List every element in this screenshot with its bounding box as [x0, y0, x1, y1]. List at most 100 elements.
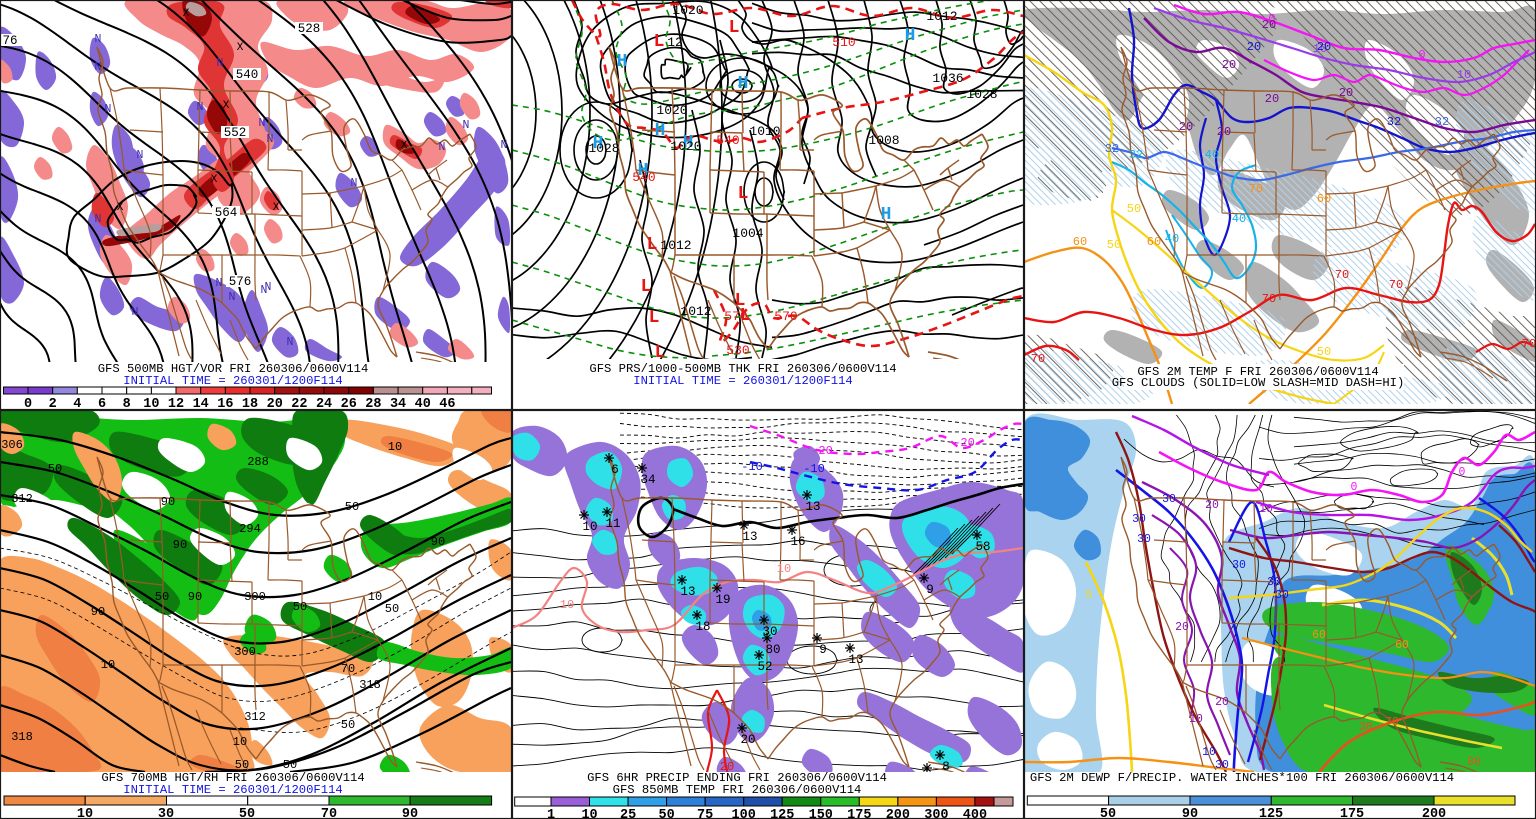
svg-text:H: H — [683, 133, 694, 153]
svg-text:13: 13 — [742, 530, 757, 544]
svg-text:18: 18 — [695, 620, 710, 634]
svg-text:1012: 1012 — [680, 304, 711, 319]
svg-text:N: N — [351, 177, 358, 190]
svg-text:10: 10 — [1202, 746, 1216, 759]
svg-text:30: 30 — [1132, 513, 1146, 526]
svg-text:40: 40 — [1165, 232, 1179, 246]
svg-text:N: N — [95, 213, 102, 226]
svg-text:H: H — [881, 205, 892, 225]
svg-text:32: 32 — [1129, 148, 1143, 162]
svg-text:10: 10 — [1189, 713, 1203, 726]
svg-text:0: 0 — [1351, 481, 1358, 494]
svg-text:70: 70 — [1522, 337, 1536, 351]
svg-text:L: L — [738, 184, 749, 204]
svg-text:90: 90 — [431, 535, 445, 549]
svg-text:N: N — [95, 61, 102, 74]
svg-text:0: 0 — [24, 397, 32, 410]
svg-text:12: 12 — [667, 35, 683, 50]
svg-text:90: 90 — [91, 605, 105, 619]
svg-text:16: 16 — [790, 535, 805, 549]
svg-text:100: 100 — [732, 808, 756, 819]
svg-text:540: 540 — [632, 170, 655, 185]
svg-text:75: 75 — [697, 808, 713, 819]
svg-text:50: 50 — [385, 602, 399, 616]
svg-text:30: 30 — [762, 625, 777, 639]
svg-text:20: 20 — [1217, 125, 1231, 139]
svg-text:N: N — [267, 133, 274, 146]
svg-text:60: 60 — [1312, 629, 1326, 642]
svg-text:X: X — [223, 100, 230, 112]
svg-text:N: N — [265, 281, 272, 294]
svg-text:9: 9 — [819, 643, 827, 657]
svg-text:14: 14 — [193, 397, 209, 410]
svg-text:10: 10 — [1457, 68, 1471, 82]
svg-text:20: 20 — [1247, 40, 1261, 54]
svg-text:GFS 500MB HGT/VOR FRI 260306/0: GFS 500MB HGT/VOR FRI 260306/0600V114 — [98, 362, 369, 376]
svg-text:90: 90 — [188, 590, 202, 604]
svg-text:2: 2 — [49, 397, 57, 410]
svg-text:552: 552 — [224, 126, 247, 140]
svg-text:28: 28 — [365, 397, 381, 410]
svg-text:INITIAL TIME = 260301/1200F114: INITIAL TIME = 260301/1200F114 — [123, 783, 342, 797]
svg-text:0: 0 — [1459, 466, 1466, 479]
svg-text:50: 50 — [1100, 807, 1116, 819]
svg-text:X: X — [183, 8, 190, 20]
svg-text:L: L — [647, 235, 658, 255]
svg-text:125: 125 — [770, 808, 794, 819]
svg-text:13: 13 — [680, 585, 695, 599]
svg-text:50: 50 — [1107, 238, 1121, 252]
svg-text:20: 20 — [1222, 58, 1236, 72]
svg-text:13: 13 — [848, 653, 863, 667]
svg-text:10: 10 — [143, 397, 159, 410]
svg-text:60: 60 — [1395, 639, 1409, 652]
svg-text:-10: -10 — [741, 460, 763, 474]
svg-text:30: 30 — [1359, 721, 1373, 734]
svg-text:13: 13 — [805, 500, 820, 514]
svg-text:70: 70 — [321, 807, 337, 819]
svg-text:20: 20 — [1317, 40, 1331, 54]
svg-text:50: 50 — [345, 500, 359, 514]
svg-text:70: 70 — [1385, 716, 1399, 729]
svg-text:175: 175 — [1340, 807, 1364, 819]
svg-text:540: 540 — [236, 68, 259, 82]
svg-text:GFS PRS/1000-500MB THK FRI 260: GFS PRS/1000-500MB THK FRI 260306/0600V1… — [589, 362, 896, 376]
svg-text:530: 530 — [726, 343, 749, 358]
svg-text:70: 70 — [1262, 292, 1276, 306]
svg-text:294: 294 — [239, 522, 261, 536]
svg-text:8: 8 — [123, 397, 131, 410]
svg-text:1012: 1012 — [660, 238, 691, 253]
svg-text:70: 70 — [1335, 268, 1349, 282]
svg-text:30: 30 — [1162, 493, 1176, 506]
svg-text:90: 90 — [161, 495, 175, 509]
svg-text:570: 570 — [774, 309, 797, 324]
svg-text:30: 30 — [1137, 533, 1151, 546]
svg-text:90: 90 — [402, 807, 418, 819]
svg-text:0: 0 — [1268, 12, 1275, 26]
svg-text:50: 50 — [293, 600, 307, 614]
svg-text:X: X — [117, 202, 124, 214]
svg-text:L: L — [735, 291, 746, 311]
svg-text:N: N — [197, 101, 204, 114]
svg-text:30: 30 — [1215, 759, 1229, 772]
svg-text:20: 20 — [1262, 18, 1276, 32]
svg-text:70: 70 — [1249, 182, 1263, 196]
svg-text:GFS 700MB HGT/RH FRI 260306/06: GFS 700MB HGT/RH FRI 260306/0600V114 — [101, 771, 364, 785]
svg-text:H: H — [905, 26, 916, 46]
svg-text:1010: 1010 — [749, 124, 780, 139]
svg-text:L: L — [729, 18, 740, 38]
svg-text:32: 32 — [1387, 115, 1401, 129]
svg-text:10: 10 — [1313, 42, 1327, 56]
svg-text:200: 200 — [886, 808, 910, 819]
svg-text:10: 10 — [233, 735, 247, 749]
svg-text:32: 32 — [1105, 142, 1119, 156]
svg-text:GFS 6HR PRECIP ENDING FRI 2603: GFS 6HR PRECIP ENDING FRI 260306/0600V11… — [587, 771, 887, 785]
svg-text:16: 16 — [217, 397, 233, 410]
svg-text:N: N — [501, 139, 508, 152]
svg-text:-20: -20 — [953, 436, 975, 450]
svg-text:50: 50 — [235, 758, 249, 772]
svg-text:H: H — [655, 121, 666, 141]
svg-text:312: 312 — [11, 492, 33, 506]
svg-text:20: 20 — [720, 760, 734, 774]
svg-text:6: 6 — [611, 463, 619, 477]
svg-text:22: 22 — [291, 397, 307, 410]
